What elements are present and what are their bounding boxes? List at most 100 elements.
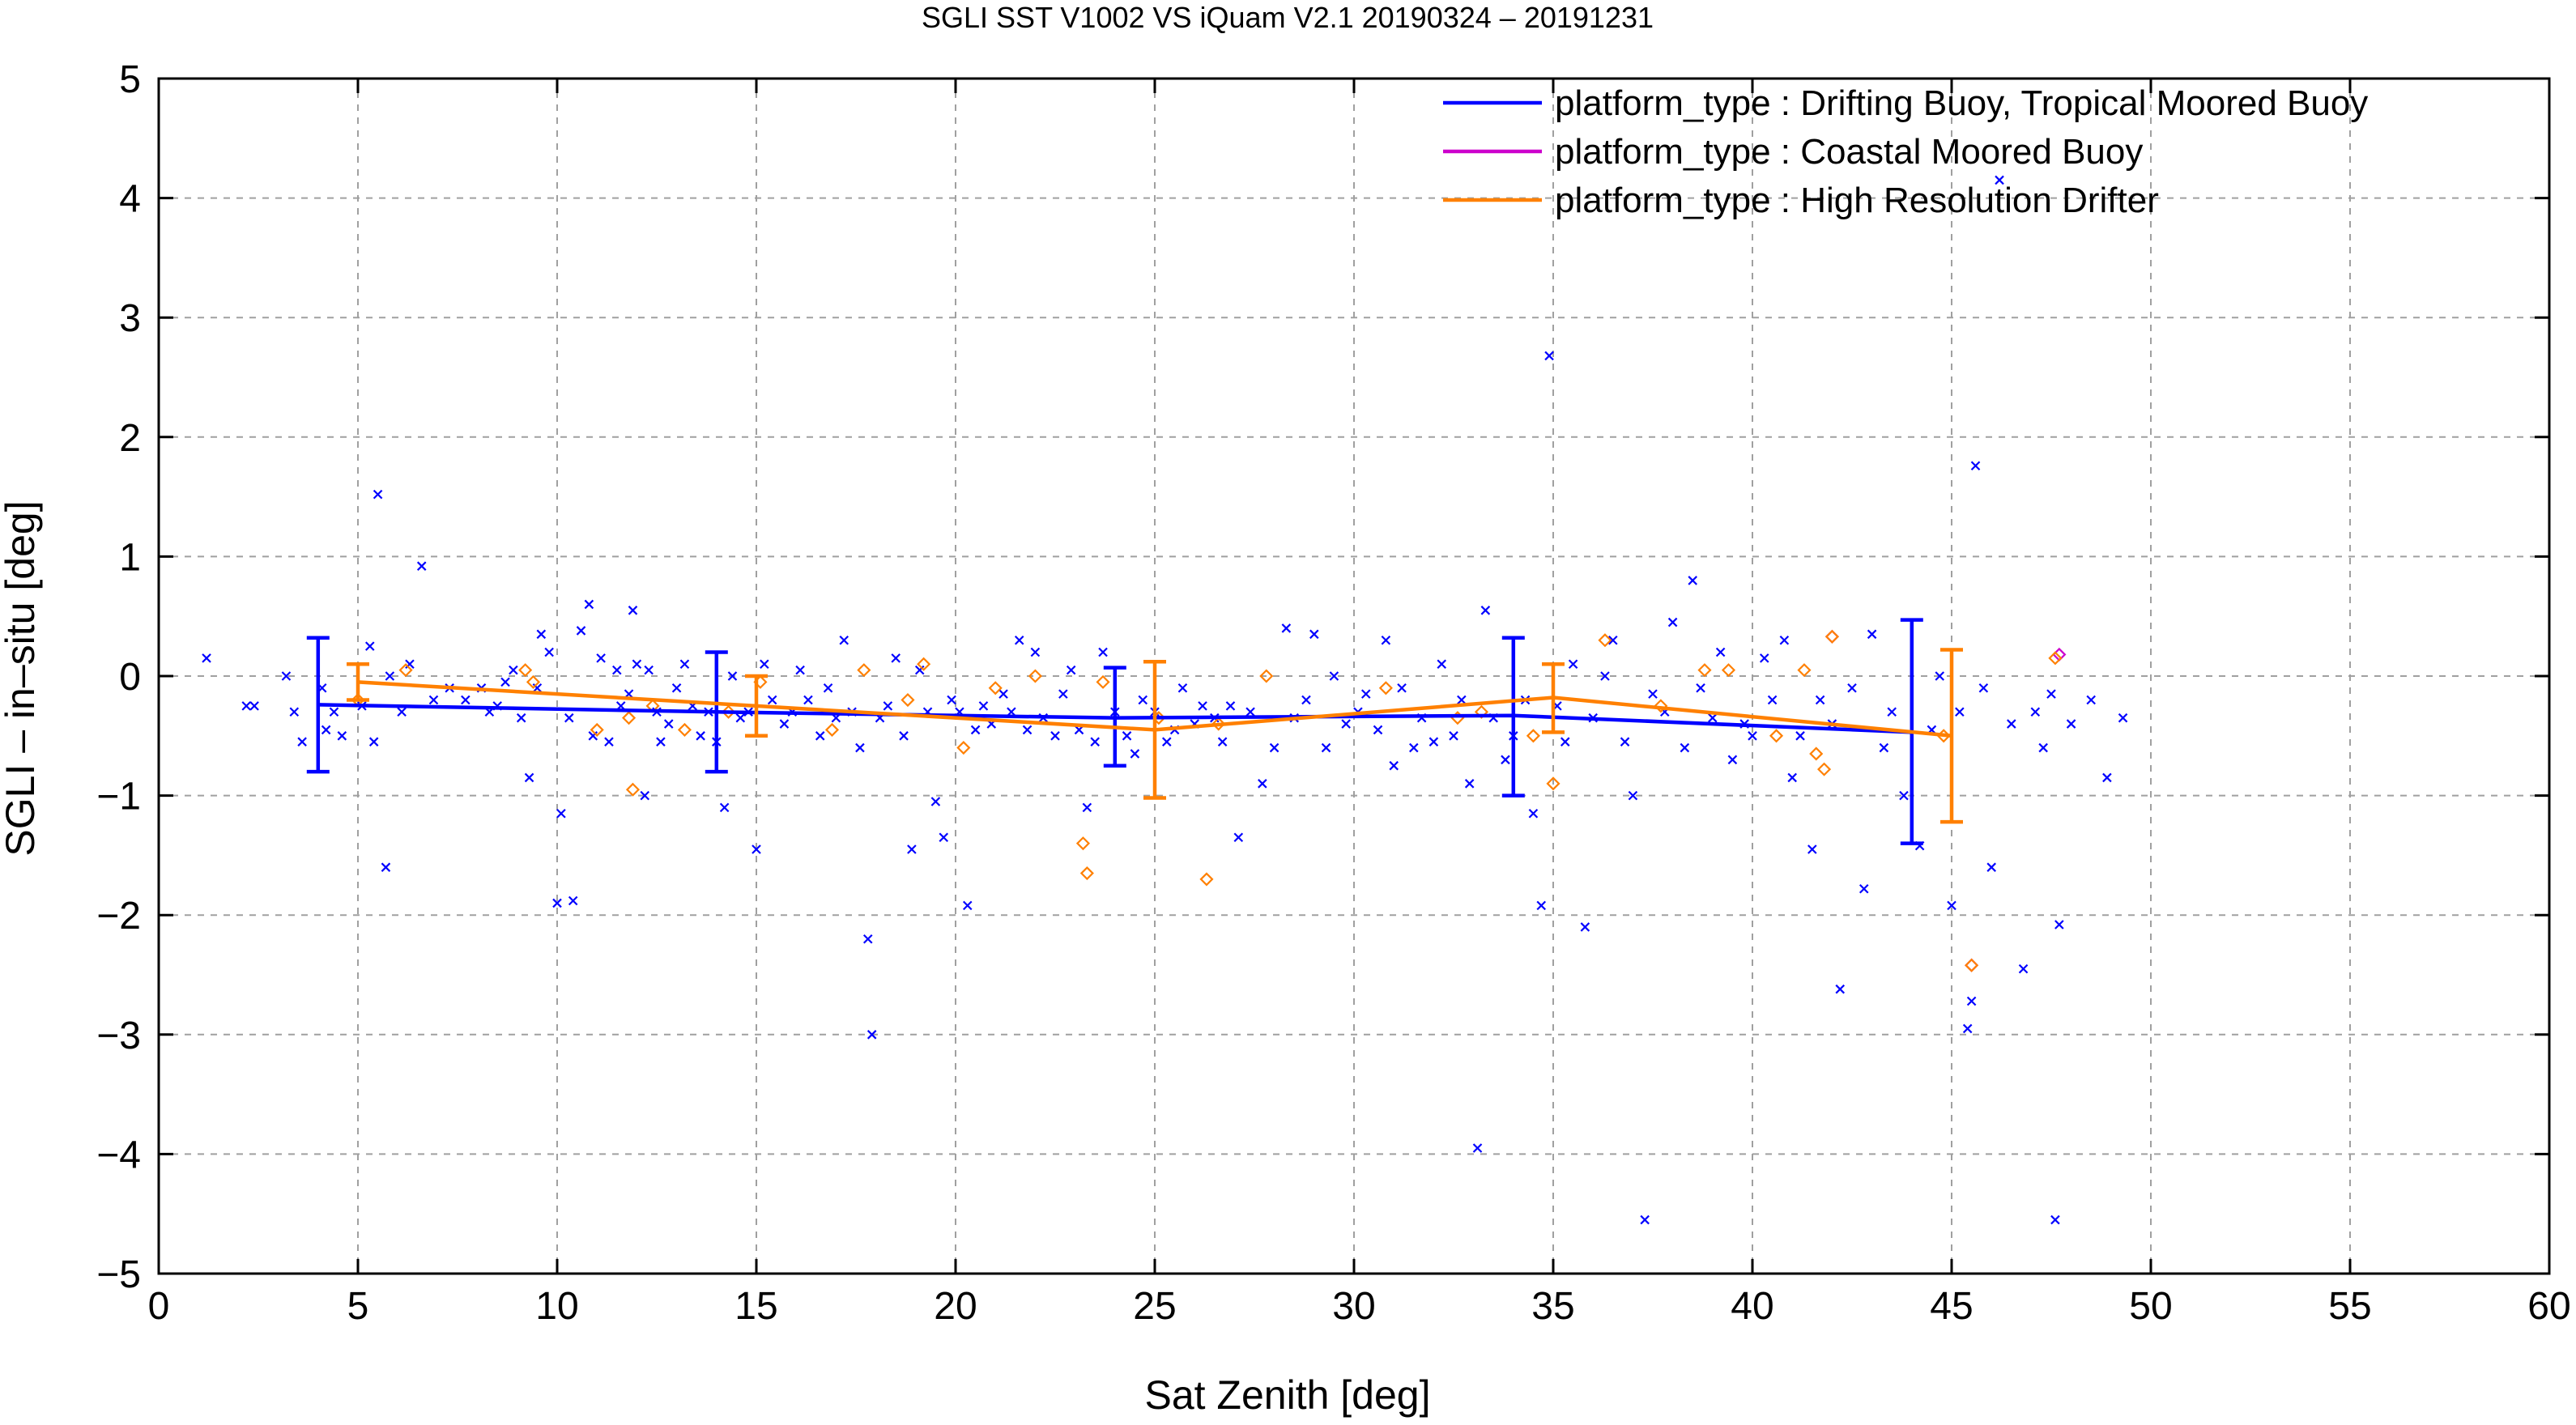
data-point: [1536, 900, 1547, 911]
data-point: [1022, 725, 1033, 735]
data-point: [1807, 844, 1817, 854]
data-point: [1198, 701, 1207, 711]
data-point: [1795, 731, 1805, 741]
data-point: [2102, 772, 2112, 783]
data-point: [622, 711, 637, 725]
chart-title: SGLI SST V1002 VS iQuam V2.1 20190324 – …: [922, 1, 1654, 34]
data-point: [1628, 790, 1638, 801]
data-point: [839, 635, 849, 645]
data-point: [524, 772, 534, 783]
data-point: [297, 737, 307, 747]
x-tick-label: 35: [1531, 1285, 1574, 1328]
data-point: [625, 782, 641, 797]
data-point: [2066, 719, 2076, 729]
error-bar: [1143, 660, 1166, 800]
data-point: [1867, 629, 1877, 640]
data-point: [644, 665, 654, 675]
data-point: [1824, 629, 1839, 644]
x-tick-label: 15: [734, 1285, 777, 1328]
data-point: [1058, 689, 1068, 699]
data-point: [2007, 719, 2016, 729]
data-point: [1824, 629, 1839, 644]
data-point: [956, 741, 971, 755]
data-point: [727, 671, 738, 681]
data-point: [719, 802, 730, 813]
data-point: [1066, 665, 1076, 675]
y-axis-title: SGLI – in–situ [deg]: [0, 500, 43, 856]
data-point: [767, 695, 777, 705]
data-point: [1962, 1023, 1973, 1034]
data-point: [1648, 689, 1658, 699]
data-point: [1381, 635, 1391, 645]
data-point: [281, 671, 292, 681]
data-point: [1090, 737, 1100, 747]
data-point: [1397, 683, 1407, 693]
data-point: [1965, 958, 1979, 972]
data-point: [978, 701, 989, 711]
data-point: [1245, 707, 1255, 717]
data-point: [1269, 742, 1279, 753]
data-point: [509, 665, 518, 675]
data-point: [1389, 760, 1399, 771]
data-point: [2118, 712, 2128, 723]
data-point: [1721, 663, 1736, 678]
data-point: [1859, 883, 1869, 894]
data-point: [1373, 725, 1383, 735]
data-point: [752, 844, 761, 854]
data-point: [1560, 737, 1570, 747]
x-tick-label: 25: [1133, 1285, 1176, 1328]
data-point: [1449, 731, 1458, 741]
data-point: [1211, 717, 1226, 731]
x-tick-label: 50: [2129, 1285, 2172, 1328]
data-point: [2086, 695, 2096, 705]
data-point: [1708, 712, 1718, 723]
data-point: [1809, 747, 1824, 761]
data-point: [857, 663, 871, 678]
data-point: [1879, 742, 1889, 753]
grid: [159, 79, 2549, 1274]
data-point: [1474, 704, 1488, 719]
data-point: [1028, 669, 1042, 683]
data-point: [416, 561, 427, 571]
data-point: [556, 808, 566, 819]
data-point: [962, 900, 973, 911]
data-point: [596, 653, 606, 663]
data-point: [677, 722, 692, 737]
data-point: [883, 701, 893, 711]
data-point: [907, 844, 917, 854]
data-point: [2046, 689, 2056, 699]
data-point: [2054, 920, 2064, 929]
data-point: [1978, 683, 1989, 693]
data-point: [1966, 996, 1977, 1006]
data-point: [2050, 1214, 2060, 1225]
data-point: [1450, 711, 1465, 725]
data-point: [998, 689, 1008, 699]
data-point: [590, 722, 604, 737]
data-point: [696, 731, 705, 741]
data-point: [1378, 681, 1393, 695]
x-tick-label: 10: [535, 1285, 578, 1328]
x-tick-label: 30: [1332, 1285, 1375, 1328]
legend-label: platform_type : Drifting Buoy, Tropical …: [1555, 83, 2368, 123]
data-point: [1030, 647, 1041, 657]
data-point: [1138, 695, 1148, 705]
data-point: [1748, 731, 1757, 741]
data-point: [1767, 695, 1778, 705]
data-point: [1079, 866, 1094, 881]
data-point: [722, 704, 736, 719]
data-point: [1654, 699, 1668, 713]
data-point: [337, 731, 347, 741]
data-point: [1301, 695, 1311, 705]
x-tick-label: 5: [347, 1285, 369, 1328]
data-point: [1546, 776, 1561, 791]
data-point: [914, 665, 925, 675]
data-point: [1600, 671, 1610, 681]
data-point: [568, 895, 578, 906]
data-point: [640, 790, 650, 801]
data-point: [663, 719, 674, 729]
data-point: [1797, 663, 1812, 678]
data-point: [1697, 663, 1712, 678]
data-point: [679, 659, 690, 670]
data-point: [1815, 695, 1825, 705]
